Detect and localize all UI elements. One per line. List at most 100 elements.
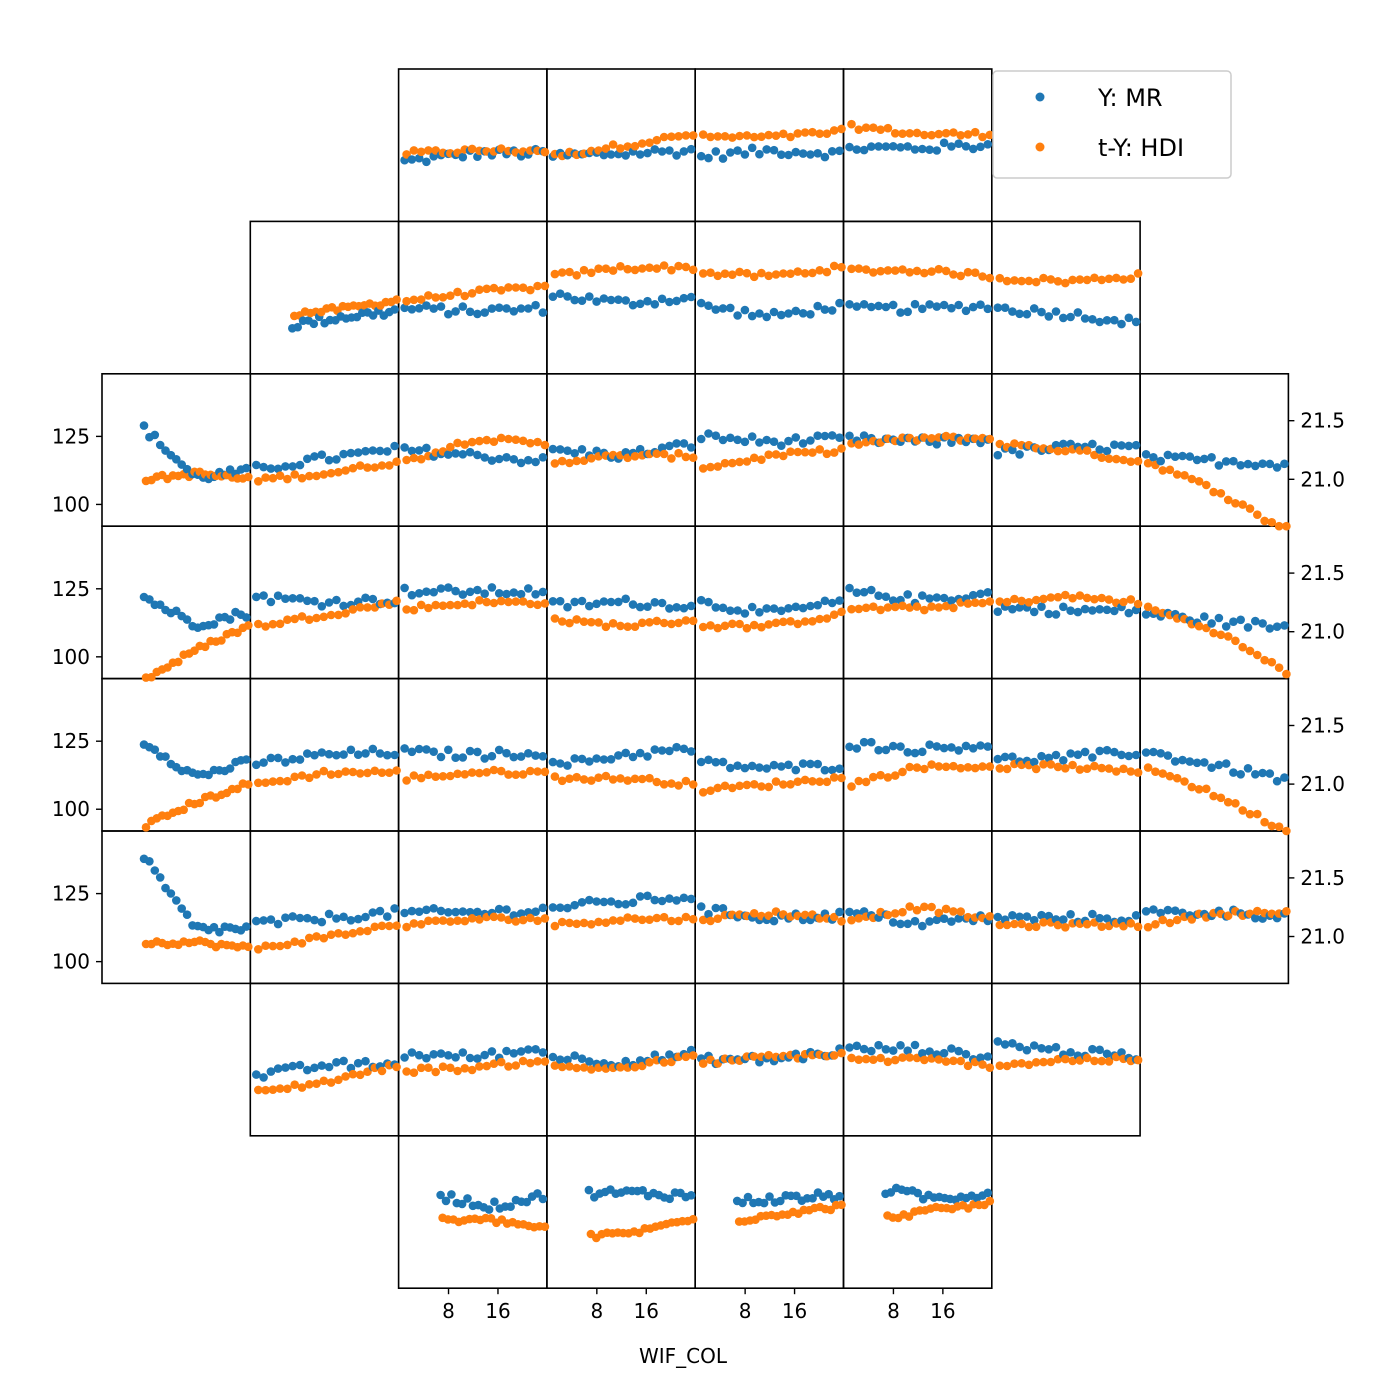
point-hdi	[1126, 767, 1136, 776]
point-mr	[983, 742, 993, 751]
point-mr	[650, 598, 660, 607]
x-tick-label: 16	[485, 1299, 510, 1323]
point-mr	[310, 596, 319, 606]
point-hdi	[438, 916, 448, 925]
point-hdi	[385, 461, 394, 470]
point-hdi	[815, 777, 824, 786]
point-hdi	[1202, 480, 1211, 490]
point-hdi	[1061, 764, 1070, 773]
point-hdi	[1017, 1059, 1026, 1068]
point-mr	[353, 750, 363, 759]
point-mr	[755, 438, 764, 447]
point-hdi	[742, 780, 752, 790]
point-hdi	[1119, 275, 1128, 284]
point-hdi	[475, 285, 484, 295]
point-mr	[747, 602, 757, 612]
point-hdi	[927, 434, 936, 443]
point-hdi	[496, 433, 506, 443]
point-hdi	[1187, 474, 1197, 484]
point-hdi	[594, 917, 603, 927]
point-hdi	[511, 597, 521, 606]
point-hdi	[728, 458, 737, 468]
point-mr	[621, 296, 630, 305]
point-hdi	[1253, 809, 1262, 819]
point-mr	[867, 585, 876, 595]
point-hdi	[1039, 1057, 1048, 1067]
point-hdi	[1010, 439, 1019, 448]
point-mr	[563, 446, 572, 456]
point-mr	[383, 750, 392, 760]
point-mr	[487, 304, 497, 313]
point-hdi	[341, 767, 350, 776]
point-mr	[303, 749, 312, 758]
point-hdi	[757, 455, 766, 465]
point-hdi	[341, 1072, 350, 1081]
point-hdi	[941, 431, 951, 441]
point-mr	[451, 586, 460, 596]
point-mr	[835, 764, 844, 773]
point-hdi	[735, 131, 744, 141]
x-tick-label: 8	[442, 1299, 455, 1323]
point-mr	[155, 873, 165, 882]
point-hdi	[890, 266, 900, 275]
point-mr	[317, 748, 327, 757]
point-mr	[407, 305, 417, 314]
point-hdi	[1090, 1056, 1099, 1066]
point-hdi	[1133, 1055, 1143, 1065]
point-mr	[548, 597, 558, 606]
point-mr	[621, 900, 630, 909]
point-hdi	[912, 602, 922, 611]
left-ytick-label: 100	[52, 645, 90, 669]
point-hdi	[837, 1200, 846, 1210]
point-hdi	[392, 1062, 401, 1072]
point-mr	[1214, 760, 1224, 770]
point-hdi	[275, 1084, 285, 1093]
panel-cell	[397, 830, 548, 985]
point-hdi	[941, 762, 951, 772]
point-hdi	[579, 918, 589, 928]
point-hdi	[995, 273, 1005, 283]
x-axis-label: WIF_COL	[639, 1344, 728, 1368]
point-hdi	[949, 761, 958, 771]
point-hdi	[630, 914, 640, 923]
point-hdi	[645, 915, 654, 924]
point-mr	[577, 754, 587, 764]
point-hdi	[1017, 919, 1026, 929]
point-hdi	[829, 773, 839, 782]
point-hdi	[934, 762, 944, 771]
point-mr	[531, 751, 540, 760]
point-mr	[1000, 303, 1010, 313]
point-mr	[1088, 1044, 1097, 1054]
point-hdi	[1194, 477, 1204, 486]
point-mr	[606, 597, 616, 607]
point-hdi	[1039, 760, 1048, 769]
point-mr	[1141, 450, 1151, 459]
point-mr	[1088, 606, 1097, 615]
point-hdi	[402, 776, 411, 785]
panel-cell	[842, 220, 993, 375]
point-hdi	[496, 1057, 506, 1067]
point-hdi	[985, 273, 995, 283]
point-mr	[502, 453, 511, 462]
point-mr	[798, 759, 808, 768]
point-hdi	[779, 617, 788, 627]
point-hdi	[713, 783, 723, 793]
point-mr	[555, 1055, 565, 1064]
point-mr	[599, 150, 609, 160]
point-hdi	[1223, 495, 1233, 505]
point-hdi	[587, 1065, 596, 1074]
point-mr	[740, 150, 750, 159]
point-mr	[643, 602, 652, 611]
point-mr	[242, 613, 251, 622]
point-hdi	[453, 600, 462, 610]
point-hdi	[742, 131, 752, 140]
point-mr	[465, 587, 475, 597]
point-mr	[480, 754, 490, 763]
point-mr	[976, 589, 985, 599]
point-mr	[1207, 763, 1216, 772]
point-hdi	[854, 914, 864, 923]
point-hdi	[927, 760, 936, 769]
point-hdi	[956, 131, 965, 140]
point-mr	[1221, 457, 1231, 466]
point-hdi	[1068, 760, 1077, 770]
